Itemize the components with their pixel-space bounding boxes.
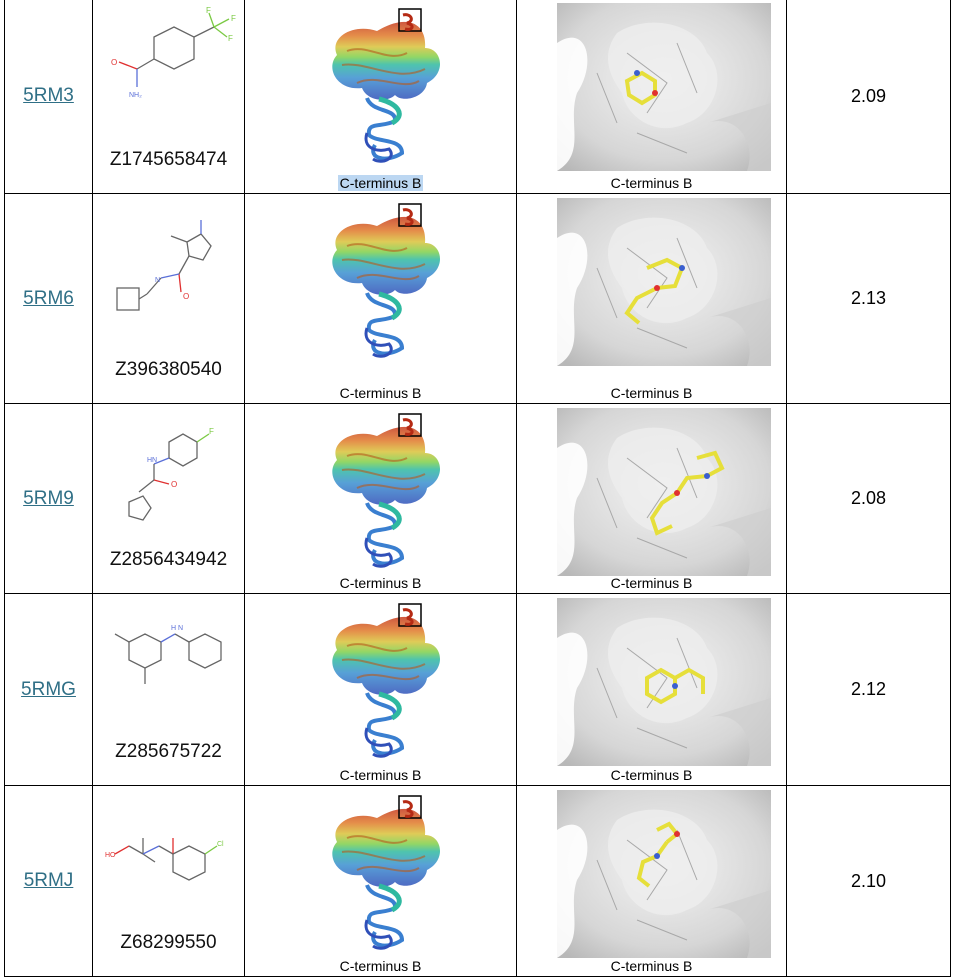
overview-cell: C-terminus B [244, 193, 517, 404]
compound-id: Z285675722 [115, 741, 222, 762]
table-row: 5RM6 N O Z396380540 C-terminus B [4, 193, 951, 404]
svg-text:HN: HN [147, 457, 157, 464]
compound-cell: HO Cl Z68299550 [92, 785, 245, 977]
chemical-structure-icon: HO Cl [105, 838, 224, 881]
table-row: 5RMJ HO Cl Z68299550 C-terminus B [4, 785, 951, 977]
svg-text:O: O [171, 480, 177, 489]
protein-ribbon-icon [307, 408, 457, 574]
chemical-structure-icon: H N [114, 625, 222, 684]
binding-cell: C-terminus B [516, 593, 787, 786]
compound-cell: F F F O NH₂ Z1745658474 [92, 0, 245, 194]
surface-caption: C-terminus B [610, 767, 693, 783]
binding-cell: C-terminus B [516, 193, 787, 404]
surface-caption: C-terminus B [610, 385, 693, 401]
pdb-link[interactable]: 5RMJ [23, 870, 74, 891]
ligand-binding-surface-icon [557, 198, 771, 366]
pdb-link[interactable]: 5RMG [21, 678, 76, 700]
pdb-cell: 5RM3 [4, 0, 93, 194]
pdb-cell: 5RMG [4, 593, 93, 786]
resolution-value: 2.09 [786, 0, 951, 194]
compound-id: Z1745658474 [109, 149, 228, 170]
compound-id: Z2856434942 [109, 549, 228, 570]
protein-ribbon-icon [307, 790, 457, 956]
ligand-binding-surface-icon [557, 790, 771, 958]
pdb-cell: 5RMJ [4, 785, 93, 977]
surface-caption: C-terminus B [610, 575, 693, 591]
table-row: 5RM3 F F F O NH₂ Z1745658474 C-terminus [4, 0, 951, 194]
resolution-value: 2.12 [786, 593, 951, 786]
svg-text:N: N [155, 277, 160, 284]
pdb-cell: 5RM6 [4, 193, 93, 404]
svg-text:F: F [209, 427, 214, 436]
binding-cell: C-terminus B [516, 0, 787, 194]
pdb-link[interactable]: 5RM3 [23, 85, 74, 106]
resolution-value: 2.13 [786, 193, 951, 404]
protein-ribbon-icon [307, 598, 457, 764]
compound-cell: N O Z396380540 [92, 193, 245, 404]
resolution-value: 2.10 [786, 785, 951, 977]
pdb-link[interactable]: 5RM9 [23, 487, 74, 509]
structure-caption: C-terminus B [339, 575, 422, 591]
surface-caption: C-terminus B [610, 958, 693, 974]
chemical-structure-icon: N O [116, 220, 212, 311]
overview-cell: C-terminus B [244, 403, 517, 594]
compound-id: Z396380540 [115, 359, 222, 380]
overview-cell: C-terminus B [244, 0, 517, 194]
svg-text:F: F [231, 14, 236, 23]
pdb-cell: 5RM9 [4, 403, 93, 594]
compound-id: Z68299550 [120, 932, 217, 953]
chemical-structure-icon: F HN O [128, 427, 214, 521]
svg-text:Cl: Cl [217, 841, 224, 848]
overview-cell: C-terminus B [244, 785, 517, 977]
compound-cell: H N Z285675722 [92, 593, 245, 786]
overview-cell: C-terminus B [244, 593, 517, 786]
svg-text:NH₂: NH₂ [129, 92, 142, 99]
binding-cell: C-terminus B [516, 785, 787, 977]
protein-ribbon-icon [307, 3, 457, 169]
results-table: 5RM3 F F F O NH₂ Z1745658474 C-terminus [4, 0, 951, 977]
table-row: 5RM9 F HN O Z2856434942 C-terminus B [4, 403, 951, 594]
resolution-value: 2.08 [786, 403, 951, 594]
structure-caption: C-terminus B [246, 175, 516, 191]
svg-text:O: O [111, 58, 117, 67]
protein-ribbon-icon [307, 198, 457, 364]
ligand-binding-surface-icon [557, 408, 771, 576]
surface-caption: C-terminus B [610, 175, 693, 191]
compound-cell: F HN O Z2856434942 [92, 403, 245, 594]
structure-caption: C-terminus B [339, 958, 422, 974]
chemical-structure-icon: F F F O NH₂ [111, 7, 236, 99]
ligand-binding-surface-icon [557, 3, 771, 171]
ligand-binding-surface-icon [557, 598, 771, 766]
svg-text:H N: H N [171, 625, 183, 632]
svg-text:F: F [206, 7, 211, 15]
table-row: 5RMG H N Z285675722 C-terminus B [4, 593, 951, 786]
pdb-link[interactable]: 5RM6 [23, 287, 74, 309]
svg-text:O: O [183, 292, 189, 301]
binding-cell: C-terminus B [516, 403, 787, 594]
structure-caption: C-terminus B [339, 385, 422, 401]
svg-text:F: F [228, 34, 233, 43]
svg-text:HO: HO [105, 852, 116, 859]
caption-highlight: C-terminus B [337, 175, 424, 191]
structure-caption: C-terminus B [339, 767, 422, 783]
